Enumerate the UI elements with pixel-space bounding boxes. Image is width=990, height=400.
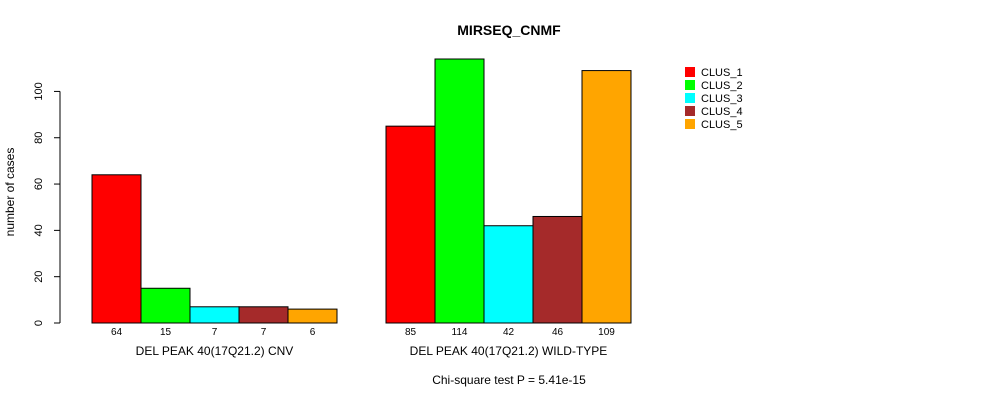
bar-clus-2-group-1 <box>140 287 191 324</box>
bar-value-label: 42 <box>503 327 515 338</box>
bar-value-labels: 64 15 7 7 6 85 114 42 46 109 <box>111 327 615 338</box>
legend-swatch <box>685 93 695 103</box>
bar-value-label: 46 <box>552 327 564 338</box>
bar-value-label: 64 <box>111 327 123 338</box>
bar-value-label: 85 <box>405 327 417 338</box>
group-label: DEL PEAK 40(17Q21.2) CNV <box>136 344 294 358</box>
bar-clus-4-group-2 <box>532 215 583 324</box>
bar-clus-3-group-2 <box>483 225 534 324</box>
bar-value-label: 15 <box>160 327 172 338</box>
legend-label: CLUS_2 <box>701 80 743 92</box>
bars <box>91 58 632 324</box>
y-tick-label: 40 <box>33 224 45 236</box>
y-tick-label: 100 <box>33 82 45 100</box>
bar-clus-3-group-1 <box>189 306 240 324</box>
bar-value-label: 7 <box>212 327 218 338</box>
legend-label: CLUS_5 <box>701 119 743 131</box>
bar-clus-5-group-1 <box>287 308 338 324</box>
chart-title: MIRSEQ_CNMF <box>457 22 561 38</box>
group-labels: DEL PEAK 40(17Q21.2) CNV DEL PEAK 40(17Q2… <box>136 344 608 358</box>
legend-swatch <box>685 80 695 90</box>
bar-value-label: 109 <box>598 327 615 338</box>
bar-clus-1-group-1 <box>91 174 142 324</box>
y-tick-label: 20 <box>33 271 45 283</box>
bar-clus-5-group-2 <box>581 70 632 324</box>
legend-label: CLUS_4 <box>701 106 743 118</box>
legend-swatch <box>685 106 695 116</box>
y-axis: 0 20 40 60 80 100 <box>33 82 61 326</box>
bar-clus-2-group-2 <box>434 58 485 324</box>
bar-clus-4-group-1 <box>238 306 289 324</box>
legend-swatch <box>685 67 695 77</box>
bar-value-label: 7 <box>261 327 267 338</box>
bar-clus-1-group-2 <box>385 125 436 324</box>
y-tick-label: 80 <box>33 132 45 144</box>
y-tick-label: 0 <box>33 320 45 326</box>
legend-label: CLUS_3 <box>701 93 743 105</box>
group-label: DEL PEAK 40(17Q21.2) WILD-TYPE <box>410 344 608 358</box>
bar-value-label: 6 <box>310 327 316 338</box>
bar-value-label: 114 <box>452 327 468 338</box>
y-axis-label: number of cases <box>3 148 17 237</box>
chi-square-footnote: Chi-square test P = 5.41e-15 <box>432 373 586 387</box>
legend-label: CLUS_1 <box>701 67 743 79</box>
y-tick-label: 60 <box>33 178 45 190</box>
legend-swatch <box>685 119 695 129</box>
